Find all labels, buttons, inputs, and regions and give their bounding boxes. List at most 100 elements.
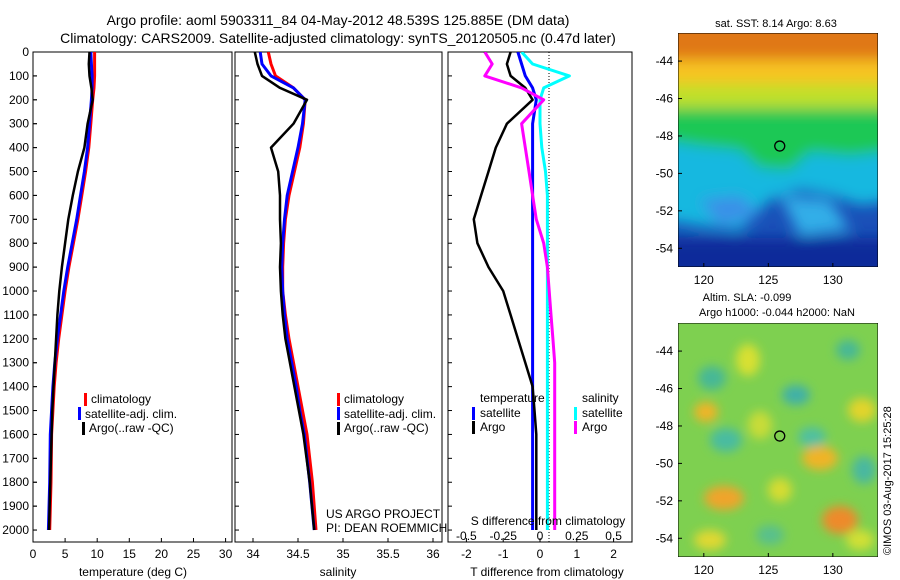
lat-tick-label: -48	[656, 129, 674, 143]
depth-tick-label: 1300	[2, 356, 29, 370]
series-line-argo-raw-qc-	[253, 52, 316, 531]
lat-tick-label: -48	[656, 419, 674, 433]
legend-swatch-satellite	[337, 407, 340, 420]
lon-tick-label: 120	[694, 563, 714, 577]
lon-tick-label: 130	[823, 563, 843, 577]
legend-label-temp-satellite: satellite	[480, 406, 521, 420]
difference-ticks: -2 -1 0 1 2 -0.5 -0.25 0 0.25 0.5	[448, 51, 622, 561]
lon-tick-label: 120	[694, 273, 714, 287]
legend-swatch-sal-satellite	[574, 407, 577, 420]
project-annotation-line1: US ARGO PROJECT	[326, 507, 441, 521]
legend-label-climatology: climatology	[344, 392, 404, 406]
depth-tick-label: 1000	[2, 284, 29, 298]
difference-legend: temperature satellite Argo salinity sate…	[472, 391, 623, 434]
x-tick-label: 34	[246, 547, 260, 561]
lon-tick-label: 125	[758, 563, 778, 577]
x-tick-label: -2	[461, 547, 472, 561]
project-annotation-line2: PI: DEAN ROEMMICH	[326, 521, 447, 535]
salinity-axes	[234, 51, 443, 543]
depth-tick-label: 200	[9, 93, 29, 107]
legend-label-argo: Argo(..raw -QC)	[344, 421, 429, 435]
legend-label-satellite: satellite-adj. clim.	[85, 407, 177, 421]
x-tick-label: 20	[155, 547, 169, 561]
legend-swatch-sal-argo	[574, 421, 577, 434]
depth-tick-label: 100	[9, 69, 29, 83]
legend-label-satellite: satellite-adj. clim.	[344, 407, 436, 421]
legend-label-sal-satellite: satellite	[582, 406, 623, 420]
lat-tick-label: -54	[656, 241, 674, 255]
series-line-satellite	[520, 52, 571, 530]
argo-float-marker	[774, 140, 786, 152]
difference-xlabel: T difference from climatology	[470, 565, 624, 579]
figure-title-line1: Argo profile: aoml 5903311_84 04-May-201…	[107, 12, 570, 28]
x-tick-label: 0	[30, 547, 37, 561]
series-line-satellite-adj-clim-	[46, 52, 94, 531]
depth-tick-label: 300	[9, 117, 29, 131]
x-tick-label: 30	[219, 547, 233, 561]
depth-tick-label: 1100	[3, 308, 29, 322]
temperature-panel: 0100200300400500600700800900100011001200…	[2, 45, 232, 579]
salinity-legend: climatology satellite-adj. clim. Argo(..…	[337, 392, 436, 435]
legend-label-argo: Argo(..raw -QC)	[89, 421, 174, 435]
depth-tick-label: 900	[9, 260, 29, 274]
lon-tick-label: 125	[758, 273, 778, 287]
depth-tick-label: 2000	[2, 523, 29, 537]
legend-title-temperature: temperature	[480, 391, 545, 405]
temperature-ticks: 0 5 10 15 20 25 30	[30, 51, 233, 561]
sst-map-panel: sat. SST: 8.14 Argo: 8.63 120 125 130 -44 -4…	[656, 18, 878, 287]
lat-tick-label: -44	[656, 54, 674, 68]
depth-tick-label: 1700	[2, 451, 29, 465]
lat-tick-label: -46	[656, 382, 674, 396]
s-difference-tick-label: 0.25	[565, 529, 589, 543]
legend-label-temp-argo: Argo	[480, 420, 506, 434]
temperature-axes	[32, 51, 233, 543]
series-line-argo	[472, 52, 538, 530]
legend-swatch-argo	[82, 422, 85, 435]
sla-map-title-line2: Argo h1000: -0.044 h2000: NaN	[699, 307, 855, 319]
s-difference-tick-label: -0.25	[490, 529, 518, 543]
x-tick-label: 10	[91, 547, 105, 561]
temperature-xlabel: temperature (deg C)	[79, 565, 187, 579]
lon-tick-label: 130	[823, 273, 843, 287]
depth-tick-label: 1500	[2, 404, 29, 418]
lat-tick-label: -52	[656, 494, 674, 508]
salinity-ticks: 34 34.5 35 35.5 36	[235, 51, 440, 561]
legend-swatch-climatology	[84, 393, 87, 406]
depth-tick-label: 1800	[2, 475, 29, 489]
series-line-argo-raw-qc-	[47, 52, 94, 531]
depth-tick-label: 500	[9, 165, 29, 179]
lat-tick-label: -50	[656, 456, 674, 470]
temperature-legend: climatology satellite-adj. clim. Argo(..…	[78, 392, 177, 435]
depth-tick-label: 700	[9, 212, 29, 226]
s-difference-tick-label: 0	[537, 529, 544, 543]
x-tick-label: 25	[187, 547, 201, 561]
legend-label-climatology: climatology	[91, 392, 151, 406]
lat-tick-label: -52	[656, 204, 674, 218]
legend-swatch-satellite	[78, 407, 81, 420]
depth-tick-label: 400	[9, 141, 29, 155]
series-line-argo	[483, 52, 557, 530]
x-tick-label: 2	[610, 547, 617, 561]
depth-tick-label: 800	[9, 236, 29, 250]
s-difference-tick-label: -0.5	[456, 529, 477, 543]
legend-swatch-temp-argo	[472, 421, 475, 434]
difference-lines	[472, 52, 571, 530]
s-difference-tick-label: 0.5	[605, 529, 622, 543]
depth-tick-label: 1200	[2, 332, 29, 346]
depth-ticks: 0 100 200 300 400 500 600 700 800 900 1000 1100 1200…	[2, 45, 37, 537]
lat-tick-label: -44	[656, 344, 674, 358]
lat-tick-label: -50	[656, 166, 674, 180]
argo-float-marker	[774, 430, 786, 442]
legend-swatch-temp-satellite	[472, 407, 475, 420]
lat-tick-label: -54	[656, 531, 674, 545]
sla-heatmap	[678, 323, 878, 557]
salinity-panel: 34 34.5 35 35.5 36 salinity climatology sate…	[234, 51, 447, 579]
legend-label-sal-argo: Argo	[582, 420, 608, 434]
depth-tick-label: 1400	[2, 380, 29, 394]
salinity-lines	[253, 52, 318, 531]
legend-title-salinity: salinity	[582, 391, 619, 405]
temperature-lines	[46, 52, 97, 531]
x-tick-label: 5	[62, 547, 69, 561]
x-tick-label: -1	[498, 547, 509, 561]
